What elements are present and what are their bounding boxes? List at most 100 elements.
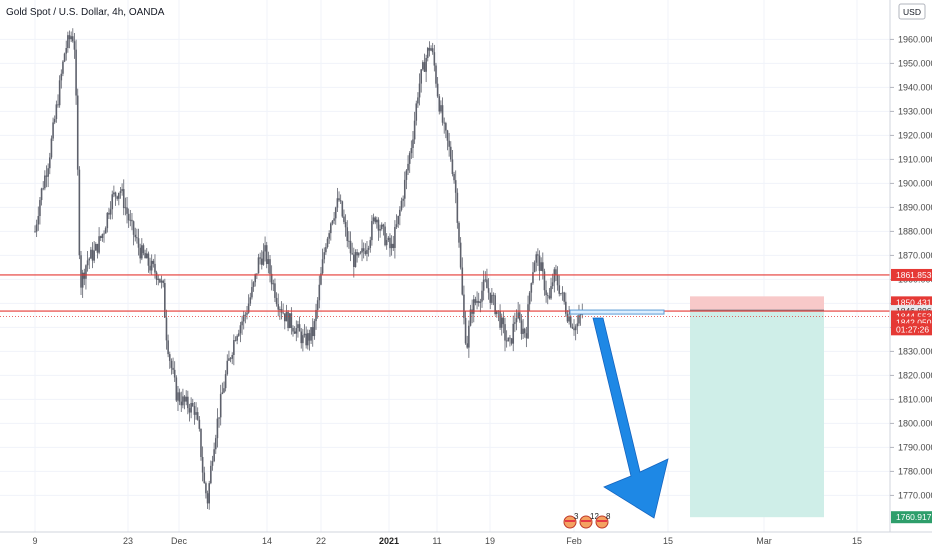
candle-body (448, 140, 450, 147)
candle-body (323, 252, 326, 260)
candle-body (282, 312, 284, 314)
candle-body (389, 237, 391, 249)
economic-events[interactable]: 3 12 8 (563, 512, 611, 529)
candle-body (390, 243, 393, 249)
candle-body (106, 212, 109, 229)
candle-body (468, 325, 470, 348)
flag-stripe (565, 520, 575, 522)
candle-body (236, 335, 238, 341)
time-tick-label: 19 (485, 536, 495, 546)
candle-body (466, 343, 469, 348)
candle-body (371, 221, 373, 241)
take-profit-zone (690, 311, 824, 518)
candle-body (48, 157, 51, 169)
price-tag: 1861.853 (891, 268, 932, 281)
event-flag-icon[interactable]: 8 (595, 512, 611, 529)
candle-body (374, 217, 376, 223)
price-tag-bg (891, 268, 932, 281)
candle-body (307, 333, 309, 346)
candle-body (109, 209, 112, 215)
currency-button[interactable] (898, 3, 926, 20)
entry-box[interactable] (569, 309, 665, 315)
candle-body (183, 396, 186, 402)
candle-body (366, 249, 368, 254)
candle-body (334, 207, 337, 219)
candle-body (535, 254, 538, 263)
candle-body (68, 35, 71, 40)
candle-body (205, 483, 207, 494)
candle-body (52, 122, 54, 139)
event-flag-icon[interactable]: 12 (579, 512, 599, 529)
price-tag-bg (891, 511, 932, 524)
candle-body (540, 262, 542, 271)
candle-body (502, 317, 505, 325)
flag-stripe (581, 520, 591, 522)
candle-body (558, 285, 561, 294)
candle-body (260, 258, 263, 265)
candle-body (152, 260, 155, 264)
candle-body (311, 327, 314, 337)
candle-body (39, 200, 41, 217)
candle-body (149, 265, 151, 271)
candle-body (147, 253, 150, 266)
time-tick-label: 14 (262, 536, 272, 546)
candle-body (122, 189, 125, 209)
candle-body (313, 321, 316, 337)
candle-body (67, 35, 69, 49)
candle-body (553, 269, 556, 283)
candle-body (578, 315, 580, 324)
candle-body (565, 301, 567, 314)
arrow-annotation[interactable] (592, 317, 669, 519)
candle-body (177, 392, 179, 401)
candle-body (402, 198, 404, 201)
candle-body (251, 286, 253, 298)
candle-body (131, 219, 133, 222)
candle-body (423, 62, 426, 72)
time-axis[interactable]: 9 23 Dec 14 22 2021 11 19 Feb 15 Mar 15 (32, 536, 862, 546)
event-flag-icon[interactable]: 3 (563, 512, 579, 529)
candle-body (244, 314, 247, 316)
candle-body (213, 449, 215, 462)
candle-body (417, 97, 419, 104)
candle-body (118, 192, 120, 199)
candle-body (274, 283, 276, 298)
candle-body (35, 224, 38, 232)
horizontal-lines[interactable] (0, 274, 890, 317)
candle-body (65, 48, 68, 54)
candle-body (150, 260, 153, 271)
position-zones (690, 296, 824, 518)
candle-body (500, 317, 503, 328)
price-tick-label: 1780.000 (898, 466, 932, 476)
candle-body (415, 103, 418, 121)
down-arrow[interactable] (592, 317, 669, 519)
candle-body (445, 123, 447, 131)
candle-body (47, 168, 49, 177)
candle-body (451, 159, 454, 174)
candle-body (326, 238, 329, 248)
candle-body (198, 419, 201, 429)
candle-body (257, 257, 260, 274)
candle-body (487, 288, 490, 293)
candle-body (472, 299, 475, 314)
candle-body (446, 130, 449, 141)
candle-body (114, 192, 117, 197)
price-tick-label: 1950.000 (898, 58, 932, 68)
candle-body (573, 328, 575, 331)
candle-body (167, 340, 169, 355)
candle-body (403, 179, 406, 199)
candle-body (113, 192, 115, 195)
candle-body (305, 333, 307, 346)
candle-body (369, 240, 372, 249)
price-tick-label: 1890.000 (898, 202, 932, 212)
time-tick-label: 15 (663, 536, 673, 546)
candle-body (492, 294, 495, 296)
candle-body (474, 299, 477, 303)
candle-body (530, 283, 533, 293)
candle-body (37, 216, 40, 225)
candle-body (321, 259, 324, 274)
event-count: 3 (574, 512, 579, 521)
candle-body (512, 323, 515, 344)
candle-body (104, 228, 107, 234)
